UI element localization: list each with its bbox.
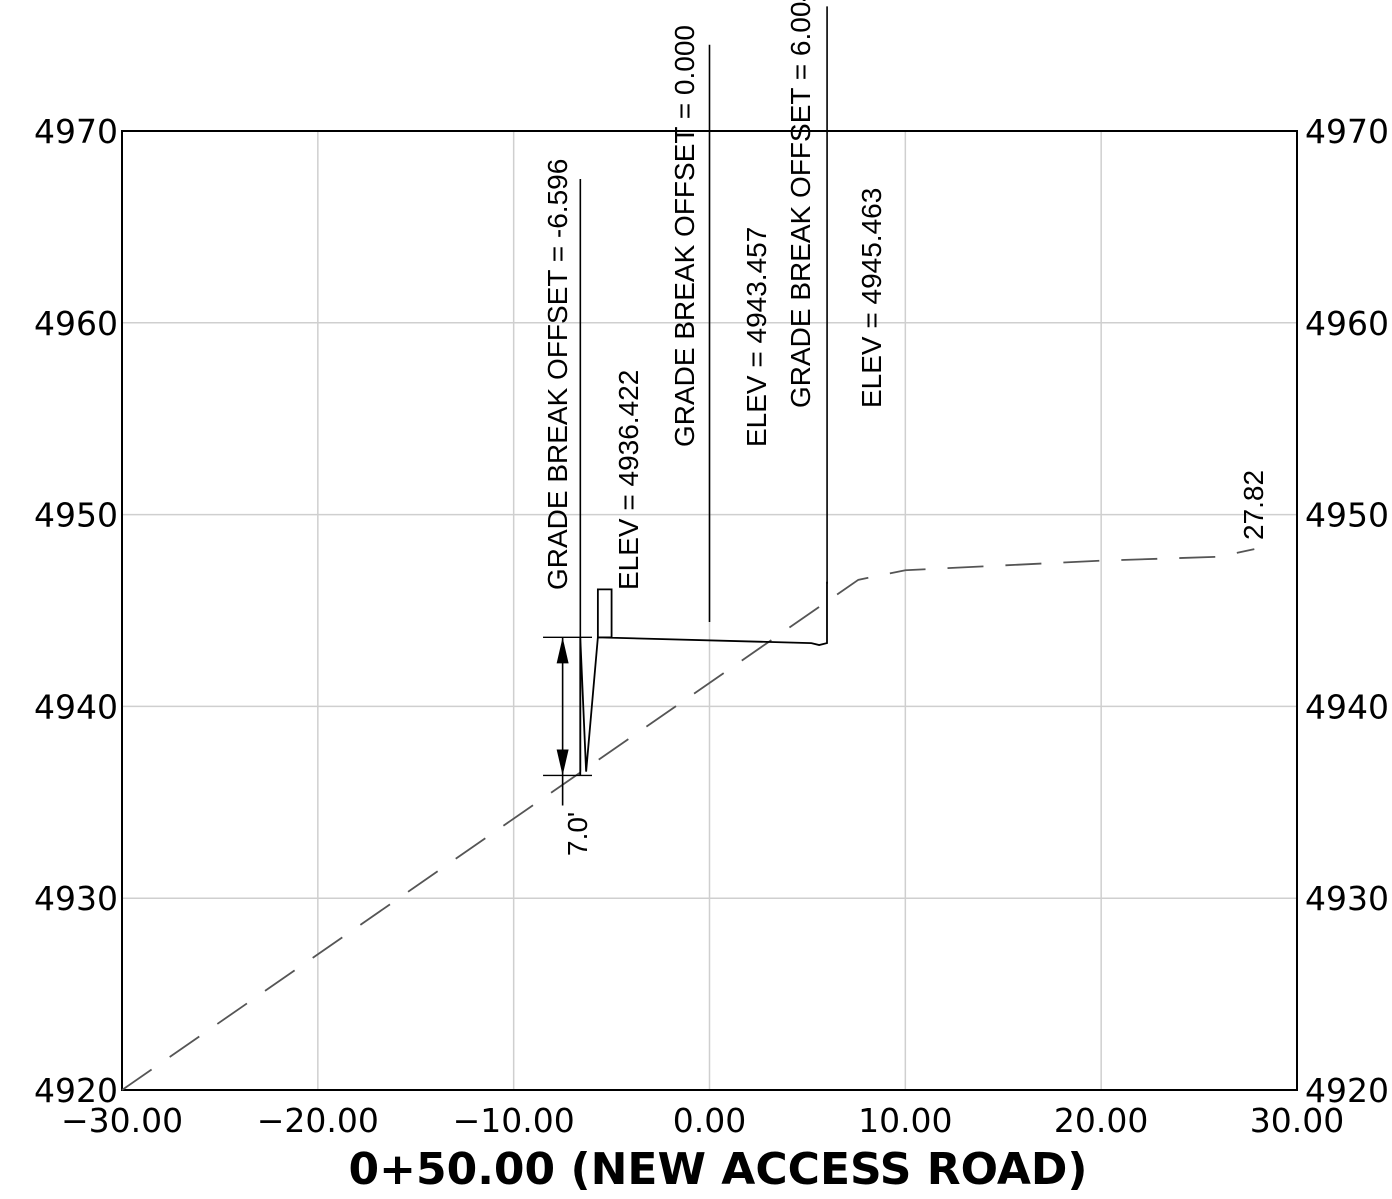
y-tick-label-right: 4930	[1305, 879, 1389, 918]
y-tick-label-right: 4970	[1305, 112, 1389, 151]
dimension-arrow-bottom	[556, 749, 569, 776]
y-tick-label-left: 4940	[34, 687, 118, 726]
y-tick-label-left: 4930	[34, 879, 118, 918]
y-tick-label-left: 4920	[34, 1071, 118, 1110]
x-tick-label: −20.00	[257, 1101, 379, 1140]
chart-title: 0+50.00 (NEW ACCESS ROAD)	[348, 1144, 1087, 1195]
y-tick-label-left: 4950	[34, 496, 118, 535]
proposed-road-section	[579, 581, 828, 776]
y-tick-label-left: 4970	[34, 112, 118, 151]
x-tick-label: −10.00	[453, 1101, 575, 1140]
annotation-label: 27.82	[1238, 470, 1269, 540]
x-tick-label: −30.00	[61, 1101, 183, 1140]
x-tick-label: 0.00	[673, 1101, 746, 1140]
annotation-label: 7.0'	[562, 812, 593, 856]
y-tick-label-left: 4960	[34, 304, 118, 343]
x-tick-label: 30.00	[1250, 1101, 1344, 1140]
existing-ground-line	[121, 548, 1255, 1091]
y-tick-label-right: 4960	[1305, 304, 1389, 343]
x-tick-label: 20.00	[1054, 1101, 1148, 1140]
y-tick-label-right: 4920	[1305, 1071, 1389, 1110]
x-tick-label: 10.00	[858, 1101, 952, 1140]
annotation-label: GRADE BREAK OFFSET = 6.004	[785, 0, 816, 408]
annotations: GRADE BREAK OFFSET = -6.596 ELEV = 4936.4…	[542, 0, 1269, 856]
dimension-arrow-top	[556, 637, 569, 664]
annotation-label: ELEV = 4936.422	[613, 370, 644, 590]
annotation-label: ELEV = 4945.463	[856, 188, 887, 408]
annotation-label: ELEV = 4943.457	[741, 227, 772, 447]
y-tick-label-right: 4950	[1305, 496, 1389, 535]
series	[121, 548, 1255, 1091]
annotation-label: GRADE BREAK OFFSET = 0.000	[669, 25, 700, 447]
tick-labels: −30.00 −20.00 −10.00 0.00 10.00 20.00 30.00492…	[34, 112, 1389, 1140]
y-tick-label-right: 4940	[1305, 687, 1389, 726]
annotation-label: GRADE BREAK OFFSET = -6.596	[542, 159, 573, 590]
